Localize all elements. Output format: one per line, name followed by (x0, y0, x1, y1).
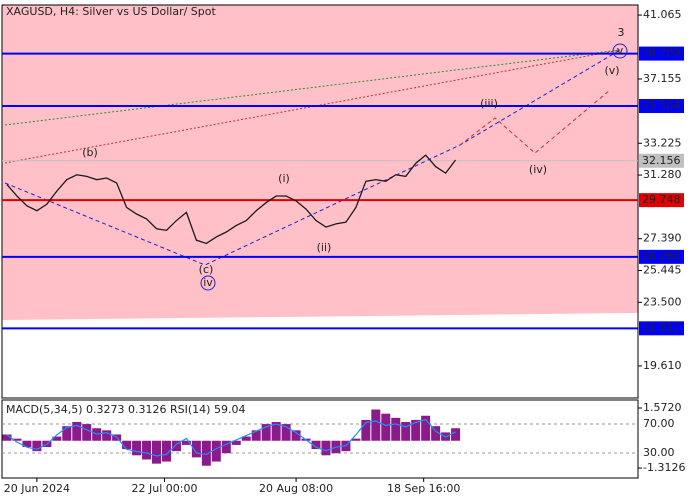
indicator-frame (1, 399, 639, 479)
wave-marker (200, 275, 216, 291)
level-tag (639, 99, 684, 114)
indicator-label: MACD(5,34,5) 0.3273 0.3126 RSI(14) 59.04 (6, 403, 245, 416)
macd-bar (161, 440, 171, 462)
rsi-line (6, 418, 456, 457)
macd-bar (421, 415, 431, 441)
wave-label: (b) (82, 146, 98, 159)
macd-bar (291, 430, 301, 441)
macd-bar (122, 440, 132, 450)
level-label: 29.748 (642, 193, 681, 206)
macd-tick-label: -1.3126 (643, 461, 685, 474)
macd-bar (261, 424, 271, 441)
y-tick-label: 31.280 (643, 168, 682, 181)
level-label: 38.709 (642, 47, 681, 60)
macd-bar (451, 428, 461, 441)
macd-bar (381, 413, 391, 441)
macd-bar (391, 417, 401, 441)
macd-bar (271, 422, 281, 441)
macd-bar (152, 440, 162, 464)
macd-bar (52, 436, 62, 441)
wave-marker (612, 43, 628, 59)
x-tick-label: 20 Jun 2024 (4, 482, 70, 495)
macd-bar (12, 438, 22, 441)
macd-bar (62, 426, 72, 441)
macd-bar (191, 440, 201, 458)
level-tag (639, 321, 684, 336)
rsi-tick-label: 70.00 (643, 417, 675, 430)
rsi-tick-label: 30.00 (643, 446, 675, 459)
macd-bar (361, 419, 371, 441)
level-label: 32.156 (642, 154, 681, 167)
macd-bar (231, 440, 241, 445)
macd-bar (431, 426, 441, 441)
x-tick-label: 22 Jul 00:00 (132, 482, 198, 495)
macd-bar (411, 419, 421, 441)
wave-line (4, 49, 621, 266)
macd-bar (142, 440, 152, 460)
level-label: 26.280 (642, 250, 681, 263)
macd-bar (181, 440, 191, 445)
macd-tick-label: 1.5720 (643, 401, 682, 414)
y-tick-label: 37.155 (643, 72, 682, 85)
chart-title: XAGUSD, H4: Silver vs US Dollar/ Spot (6, 5, 216, 18)
wave-label: 3 (618, 26, 625, 39)
macd-bar (32, 440, 42, 452)
wave-label: (iii) (480, 97, 498, 110)
forecast-line (459, 89, 611, 154)
wave-label: (v) (604, 64, 619, 77)
macd-bar (72, 422, 82, 441)
macd-bar (221, 440, 231, 454)
macd-bar (241, 436, 251, 441)
wave-label: v (617, 44, 624, 57)
wave-label: (iv) (529, 163, 547, 176)
y-tick-label: 33.225 (643, 136, 682, 149)
trend-line (4, 49, 621, 126)
macd-bar (321, 440, 331, 456)
macd-bar (171, 440, 181, 452)
macd-bar (82, 424, 92, 441)
level-tag (639, 46, 684, 61)
y-tick-label: 23.500 (643, 295, 682, 308)
macd-bar (251, 430, 261, 441)
wave-label: (ii) (317, 241, 332, 254)
macd-bar (201, 440, 211, 466)
macd-bar (281, 424, 291, 441)
macd-bar (371, 409, 381, 441)
macd-bar (2, 434, 12, 441)
x-tick-label: 18 Sep 16:00 (387, 482, 460, 495)
macd-bar (351, 438, 361, 441)
macd-bar (211, 440, 221, 462)
price-line (6, 154, 457, 245)
level-label: 35.504 (642, 99, 681, 112)
y-tick-label: 41.065 (643, 8, 682, 21)
wave-label: (i) (278, 172, 290, 185)
wave-label: iv (203, 276, 213, 289)
x-tick-label: 20 Aug 08:00 (259, 482, 333, 495)
level-tag (639, 249, 684, 264)
level-tag (639, 193, 684, 208)
wave-zone (2, 5, 638, 320)
macd-bar (132, 440, 142, 456)
y-tick-label: 27.390 (643, 232, 682, 245)
plot-frame (1, 4, 639, 399)
macd-bar (102, 430, 112, 441)
level-label: 21.911 (642, 321, 681, 334)
wave-label: (c) (199, 263, 214, 276)
macd-bar (22, 440, 32, 447)
macd-bar (311, 440, 321, 450)
y-tick-label: 25.445 (643, 264, 682, 277)
level-tag (639, 153, 684, 168)
macd-bar (401, 422, 411, 441)
y-tick-label: 19.610 (643, 359, 682, 372)
